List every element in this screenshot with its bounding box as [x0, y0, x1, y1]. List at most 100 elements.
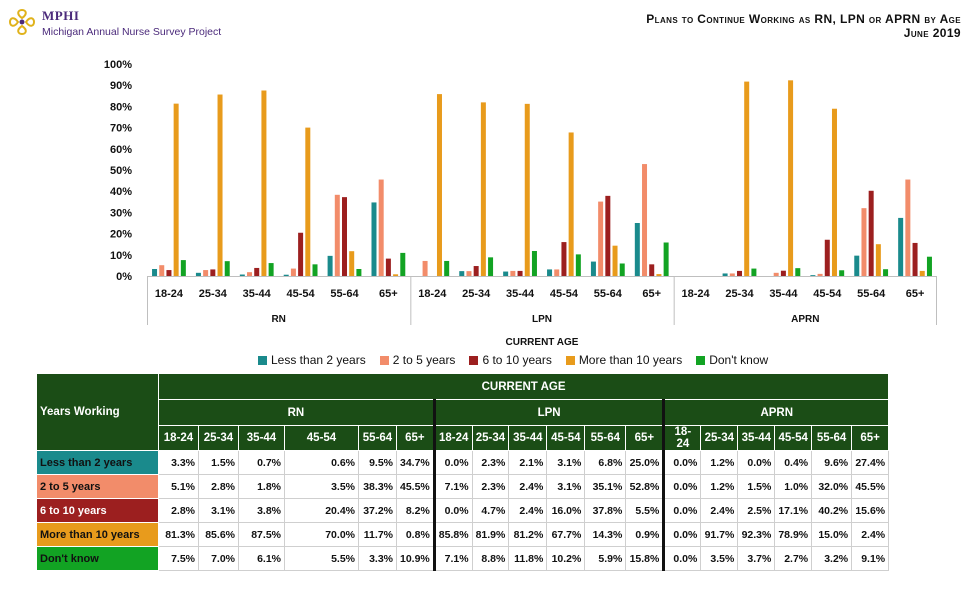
table-cell: 0.0% — [432, 450, 473, 475]
y-tick-label: 30% — [110, 207, 132, 219]
table-cell: 7.1% — [432, 474, 473, 499]
table-age-header: 55-64 — [584, 425, 627, 451]
table-cell: 0.6% — [284, 450, 359, 475]
x-tick-label: 18-24 — [682, 288, 711, 300]
table-cell: 0.8% — [396, 522, 435, 547]
bar — [831, 108, 837, 277]
table-cell: 70.0% — [284, 522, 359, 547]
table-cell: 15.6% — [851, 498, 890, 523]
bar — [210, 269, 216, 276]
group-label: RN — [271, 314, 285, 325]
table-cell: 2.3% — [471, 450, 510, 475]
y-tick-label: 10% — [110, 250, 132, 262]
table-age-header: 55-64 — [811, 425, 853, 451]
table-cell: 3.3% — [358, 546, 397, 571]
bar — [729, 273, 735, 276]
table-cell: 1.5% — [198, 450, 239, 475]
bar — [883, 269, 889, 276]
table-cell: 0.0% — [432, 498, 473, 523]
y-tick-label: 60% — [110, 144, 132, 156]
table-row-label: 2 to 5 years — [36, 474, 159, 499]
bar — [744, 81, 750, 276]
y-tick-label: 0% — [116, 271, 132, 283]
table-cell: 34.7% — [396, 450, 435, 475]
bar — [561, 242, 567, 276]
y-tick-label: 20% — [110, 229, 132, 241]
bar — [480, 102, 486, 276]
bar — [298, 232, 304, 276]
x-tick-label: 65+ — [379, 288, 398, 300]
bar — [444, 260, 450, 276]
table-cell: 6.1% — [238, 546, 285, 571]
table-cell: 8.8% — [471, 546, 510, 571]
table-age-header: 35-44 — [238, 425, 285, 451]
legend-item: 2 to 5 years — [379, 352, 455, 368]
y-tick-label: 100% — [104, 59, 132, 71]
bar — [393, 274, 399, 276]
table-cell: 37.2% — [358, 498, 397, 523]
bar — [385, 258, 391, 276]
bar — [173, 103, 179, 276]
legend-swatch — [379, 355, 389, 365]
table-cell: 85.8% — [432, 522, 473, 547]
bar — [531, 250, 537, 276]
x-tick-label: 45-54 — [287, 288, 316, 300]
bar — [722, 273, 728, 276]
table-cell: 3.5% — [700, 546, 739, 571]
table-age-header: 18-24 — [662, 425, 702, 451]
bar — [875, 244, 881, 276]
table-cell: 1.0% — [774, 474, 813, 499]
bar — [517, 270, 523, 276]
table-age-header: 45-54 — [774, 425, 813, 451]
table-cell: 1.8% — [238, 474, 285, 499]
table-age-header: 25-34 — [471, 425, 510, 451]
table-cell: 35.1% — [584, 474, 627, 499]
bar — [356, 269, 362, 276]
x-tick-label: 35-44 — [506, 288, 535, 300]
table-cell: 0.0% — [737, 450, 776, 475]
logo: MPHI Michigan Annual Nurse Survey Projec… — [6, 6, 256, 46]
table-cell: 45.5% — [851, 474, 890, 499]
chart-legend: Less than 2 years 2 to 5 years 6 to 10 yea… — [258, 352, 768, 368]
bar — [554, 269, 560, 276]
table-cell: 1.5% — [737, 474, 776, 499]
bar — [773, 272, 779, 276]
table-cell: 25.0% — [625, 450, 665, 475]
table-cell: 92.3% — [737, 522, 776, 547]
bar — [268, 263, 274, 276]
table-cell: 5.9% — [584, 546, 627, 571]
table-cell: 16.0% — [546, 498, 586, 523]
y-tick-label: 90% — [110, 80, 132, 92]
table-cell: 2.4% — [508, 474, 548, 499]
bar — [919, 270, 925, 276]
bar — [283, 274, 289, 276]
table-cell: 52.8% — [625, 474, 665, 499]
table-cell: 9.6% — [811, 450, 853, 475]
y-tick-label: 70% — [110, 123, 132, 135]
table-cell: 4.7% — [471, 498, 510, 523]
bar — [598, 201, 604, 276]
table-cell: 37.8% — [584, 498, 627, 523]
table-cell: 10.9% — [396, 546, 435, 571]
legend-item: More than 10 years — [565, 352, 682, 368]
bar — [510, 270, 516, 276]
table-cell: 3.2% — [811, 546, 853, 571]
bar — [788, 80, 794, 276]
legend-item: 6 to 10 years — [469, 352, 552, 368]
table-cell: 8.2% — [396, 498, 435, 523]
x-tick-label: 45-54 — [550, 288, 579, 300]
bar — [751, 268, 757, 276]
table-age-header: 25-34 — [198, 425, 239, 451]
bar — [305, 127, 311, 276]
table-cell: 78.9% — [774, 522, 813, 547]
legend-item: Less than 2 years — [258, 352, 366, 368]
bar — [524, 103, 530, 276]
bar — [203, 270, 209, 276]
table-age-header: 18-24 — [432, 425, 473, 451]
bar — [473, 266, 479, 276]
table-cell: 0.7% — [238, 450, 285, 475]
table-age-header: 35-44 — [737, 425, 776, 451]
table-cell: 15.0% — [811, 522, 853, 547]
table-row-label: 6 to 10 years — [36, 498, 159, 523]
bar — [568, 132, 574, 276]
